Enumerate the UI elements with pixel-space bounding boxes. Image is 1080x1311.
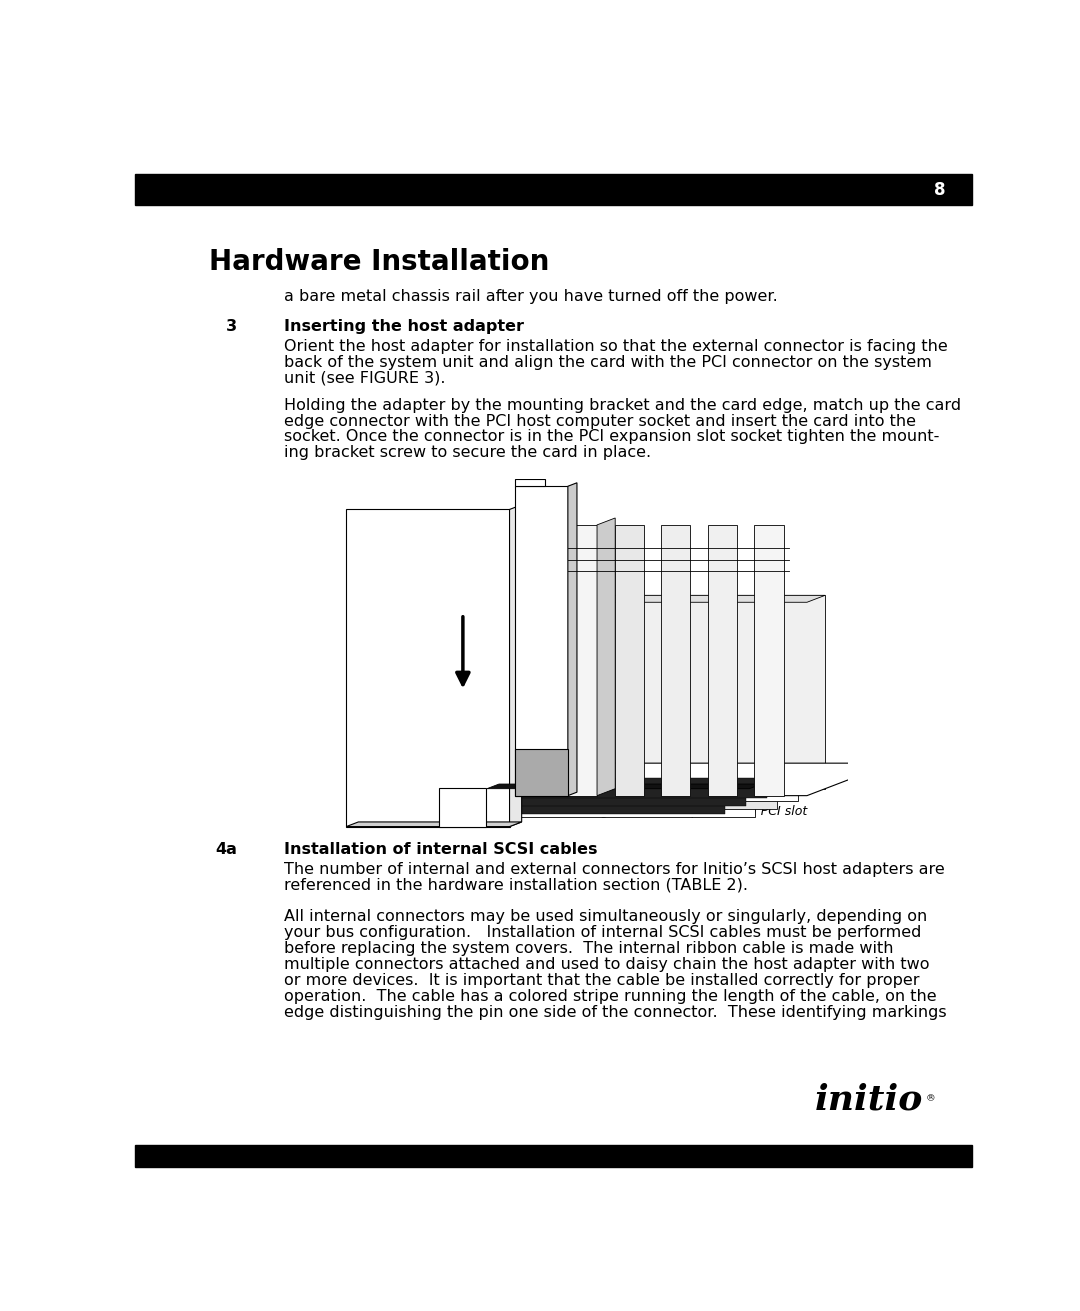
Polygon shape xyxy=(755,524,784,796)
Text: multiple connectors attached and used to daisy chain the host adapter with two: multiple connectors attached and used to… xyxy=(284,957,930,973)
Polygon shape xyxy=(448,770,798,793)
Polygon shape xyxy=(405,791,755,817)
Text: socket. Once the connector is in the PCI expansion slot socket tighten the mount: socket. Once the connector is in the PCI… xyxy=(284,430,940,444)
Polygon shape xyxy=(427,783,777,809)
Polygon shape xyxy=(433,794,725,814)
Text: edge connector with the PCI host computer socket and insert the card into the: edge connector with the PCI host compute… xyxy=(284,413,916,429)
Text: operation.  The cable has a colored stripe running the length of the cable, on t: operation. The cable has a colored strip… xyxy=(284,988,936,1004)
Polygon shape xyxy=(568,524,597,796)
Text: or more devices.  It is important that the cable be installed correctly for prop: or more devices. It is important that th… xyxy=(284,973,919,988)
Text: referenced in the hardware installation section (TABLE 2).: referenced in the hardware installation … xyxy=(284,878,748,893)
Text: initio: initio xyxy=(815,1083,923,1117)
Polygon shape xyxy=(597,518,616,796)
Bar xyxy=(135,1145,972,1167)
Polygon shape xyxy=(707,524,737,796)
Polygon shape xyxy=(515,486,568,796)
Text: FIGURE 3 —: FIGURE 3 — xyxy=(475,805,554,818)
Polygon shape xyxy=(430,777,780,800)
Text: your bus configuration.   Installation of internal SCSI cables must be performed: your bus configuration. Installation of … xyxy=(284,926,921,940)
Text: 3: 3 xyxy=(226,319,238,334)
Text: Hardware Installation: Hardware Installation xyxy=(208,248,549,277)
Polygon shape xyxy=(615,524,644,796)
Polygon shape xyxy=(475,779,767,798)
Text: Installation of internal SCSI cables: Installation of internal SCSI cables xyxy=(284,842,597,857)
Polygon shape xyxy=(487,784,761,789)
Text: 8: 8 xyxy=(934,181,946,199)
Text: 4a: 4a xyxy=(215,842,238,857)
Polygon shape xyxy=(430,770,448,800)
Polygon shape xyxy=(405,777,430,810)
Text: Holding the adapter by the mounting bracket and the card edge, match up the card: Holding the adapter by the mounting brac… xyxy=(284,397,961,413)
Polygon shape xyxy=(440,788,486,827)
Polygon shape xyxy=(347,763,892,796)
Text: All internal connectors may be used simultaneously or singularly, depending on: All internal connectors may be used simu… xyxy=(284,910,928,924)
Text: a bare metal chassis rail after you have turned off the power.: a bare metal chassis rail after you have… xyxy=(284,288,778,304)
Text: Inserting the host adapter into a PCI slot: Inserting the host adapter into a PCI sl… xyxy=(554,805,807,818)
Polygon shape xyxy=(515,749,568,796)
Text: Orient the host adapter for installation so that the external connector is facin: Orient the host adapter for installation… xyxy=(284,340,948,354)
Polygon shape xyxy=(448,773,798,801)
Polygon shape xyxy=(661,524,690,796)
Polygon shape xyxy=(455,787,746,806)
Polygon shape xyxy=(347,510,510,826)
Text: Inserting the host adapter: Inserting the host adapter xyxy=(284,319,524,334)
Polygon shape xyxy=(586,595,825,789)
Polygon shape xyxy=(510,505,522,826)
Text: ing bracket screw to secure the card in place.: ing bracket screw to secure the card in … xyxy=(284,446,651,460)
Polygon shape xyxy=(515,479,544,486)
Text: ®: ® xyxy=(926,1095,935,1103)
Text: unit (see FIGURE 3).: unit (see FIGURE 3). xyxy=(284,371,445,385)
Polygon shape xyxy=(568,482,577,796)
Bar xyxy=(135,174,972,205)
Text: The number of internal and external connectors for Initio’s SCSI host adapters a: The number of internal and external conn… xyxy=(284,861,945,877)
Polygon shape xyxy=(347,822,522,826)
Polygon shape xyxy=(405,787,755,810)
Text: edge distinguishing the pin one side of the connector.  These identifying markin: edge distinguishing the pin one side of … xyxy=(284,1006,946,1020)
Text: back of the system unit and align the card with the PCI connector on the system: back of the system unit and align the ca… xyxy=(284,355,932,370)
Text: before replacing the system covers.  The internal ribbon cable is made with: before replacing the system covers. The … xyxy=(284,941,893,956)
Polygon shape xyxy=(568,595,825,602)
